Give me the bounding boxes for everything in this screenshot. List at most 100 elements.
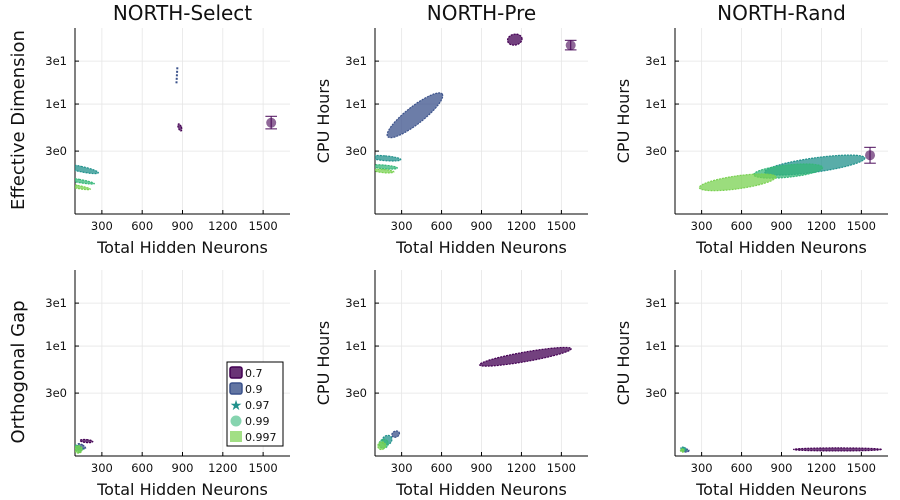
panel-shapes xyxy=(377,346,572,451)
x-tick-label: 1500 xyxy=(547,461,576,475)
legend-label: 0.997 xyxy=(245,431,277,444)
x-axis-label: Total Hidden Neurons xyxy=(695,238,867,257)
x-tick-label: 600 xyxy=(731,461,753,475)
ellipse-series-0-99 xyxy=(75,177,95,185)
legend-label: 0.7 xyxy=(245,367,263,380)
panel-r1c2: 300 600 900 1200 1500 3e0 1e1 3e1 NORTH-Pre Total… xyxy=(314,1,588,257)
x-tick-label: 900 xyxy=(771,461,793,475)
row-label-orthogonal-gap: Orthogonal Gap xyxy=(8,300,29,443)
y-tick-label: 1e1 xyxy=(45,339,67,353)
x-tick-label: 600 xyxy=(431,461,453,475)
panel-r2c2: 300 600 900 1200 1500 3e0 1e1 3e1 Total Hidden N… xyxy=(314,270,588,499)
x-axis-label: Total Hidden Neurons xyxy=(395,480,567,499)
panel-shapes xyxy=(698,146,876,192)
x-axis-label: Total Hidden Neurons xyxy=(96,480,268,499)
panel-r2c3: 300 600 900 1200 1500 3e0 1e1 3e1 Total Hidden N… xyxy=(614,270,888,499)
ellipse-series-0-7 xyxy=(478,346,572,367)
ellipse-series-0-997 xyxy=(75,183,91,191)
y-tick-label: 3e1 xyxy=(645,296,667,310)
x-tick-label: 600 xyxy=(131,219,153,233)
y-axis-label: CPU Hours xyxy=(614,79,633,164)
x-tick-label: 600 xyxy=(731,219,753,233)
panel-r1c3: 300 600 900 1200 1500 3e0 1e1 3e1 NORTH-Rand Tota… xyxy=(614,1,888,257)
y-tick-label: 1e1 xyxy=(645,97,667,111)
x-tick-label: 300 xyxy=(91,461,113,475)
legend-marker-0-99 xyxy=(230,415,242,427)
y-tick-label: 3e0 xyxy=(645,386,667,400)
x-tick-label: 1200 xyxy=(807,219,836,233)
x-tick-label: 600 xyxy=(431,219,453,233)
errorbar-point xyxy=(565,40,576,51)
x-tick-label: 300 xyxy=(91,219,113,233)
x-tick-label: 900 xyxy=(471,219,493,233)
panel-shapes xyxy=(375,33,577,174)
x-tick-label: 900 xyxy=(471,461,493,475)
legend-label: 0.9 xyxy=(245,383,263,396)
x-tick-label: 1500 xyxy=(847,461,876,475)
legend: 0.7 0.9★ 0.97 0.99 0.997 xyxy=(226,361,284,447)
panel-shapes xyxy=(679,446,882,453)
ellipse-series-0-99 xyxy=(375,164,399,170)
x-axis-label: Total Hidden Neurons xyxy=(96,238,268,257)
y-tick-label: 3e0 xyxy=(345,144,367,158)
panel-r2c1: 300 600 900 1200 1500 3e0 1e1 3e1 Total Hidden N… xyxy=(45,270,290,499)
ellipse-series-0-997 xyxy=(377,441,387,451)
legend-label: 0.99 xyxy=(245,415,270,428)
ellipse-series-0-7 xyxy=(177,123,183,132)
ellipse-series-0-9 xyxy=(391,430,401,438)
y-tick-label: 3e0 xyxy=(345,386,367,400)
y-tick-label: 3e1 xyxy=(45,296,67,310)
x-tick-label: 1500 xyxy=(847,219,876,233)
ellipse-series-0-7 xyxy=(506,33,523,46)
y-tick-label: 1e1 xyxy=(345,97,367,111)
x-tick-label: 300 xyxy=(391,219,413,233)
ellipse-series-0-997 xyxy=(75,445,83,454)
x-axis-label: Total Hidden Neurons xyxy=(695,480,867,499)
x-tick-label: 600 xyxy=(131,461,153,475)
panel-shapes xyxy=(75,438,94,454)
x-tick-label: 900 xyxy=(172,461,194,475)
row-label-effective-dimension: Effective Dimension xyxy=(8,30,29,210)
x-tick-label: 1200 xyxy=(208,219,237,233)
panels: 300 600 900 1200 1500 3e0 1e1 3e1 NORTH-Select To… xyxy=(45,1,888,499)
legend-marker-0-9 xyxy=(229,382,243,395)
x-tick-label: 1200 xyxy=(507,461,536,475)
panel-shapes xyxy=(75,66,277,191)
y-axis-label: CPU Hours xyxy=(614,321,633,406)
line-series-0-9 xyxy=(175,66,179,84)
x-tick-label: 1200 xyxy=(208,461,237,475)
x-tick-label: 300 xyxy=(691,461,713,475)
legend-marker-0-97: ★ xyxy=(230,398,243,414)
x-tick-label: 300 xyxy=(691,219,713,233)
x-tick-label: 900 xyxy=(172,219,194,233)
ellipse-series-0-997 xyxy=(698,173,777,192)
legend-label: 0.97 xyxy=(245,399,270,412)
ellipse-series-0-7 xyxy=(79,438,94,444)
panel-title: NORTH-Rand xyxy=(717,1,846,25)
ellipse-series-0-997 xyxy=(375,168,395,174)
panel-r1c1: 300 600 900 1200 1500 3e0 1e1 3e1 NORTH-Select To… xyxy=(45,1,290,257)
ellipse-series-0-9 xyxy=(386,92,444,139)
y-tick-label: 1e1 xyxy=(345,339,367,353)
x-tick-label: 1500 xyxy=(248,461,277,475)
ellipse-series-0-997 xyxy=(679,448,685,453)
x-axis-label: Total Hidden Neurons xyxy=(395,238,567,257)
x-tick-label: 1500 xyxy=(248,219,277,233)
y-tick-label: 3e1 xyxy=(345,296,367,310)
panel-title: NORTH-Pre xyxy=(427,1,536,25)
x-tick-label: 900 xyxy=(771,219,793,233)
y-tick-label: 3e1 xyxy=(45,54,67,68)
y-tick-label: 1e1 xyxy=(645,339,667,353)
ellipse-series-0-97 xyxy=(75,163,99,175)
y-axis-label: CPU Hours xyxy=(314,79,333,164)
x-tick-label: 1200 xyxy=(807,461,836,475)
y-axis-label: CPU Hours xyxy=(314,321,333,406)
errorbar-point xyxy=(266,117,277,128)
x-tick-label: 1200 xyxy=(507,219,536,233)
ellipse-series-0-7 xyxy=(792,447,882,452)
legend-marker-0-997 xyxy=(230,431,242,442)
x-tick-label: 1500 xyxy=(547,219,576,233)
y-tick-label: 3e1 xyxy=(645,54,667,68)
y-tick-label: 3e0 xyxy=(645,144,667,158)
